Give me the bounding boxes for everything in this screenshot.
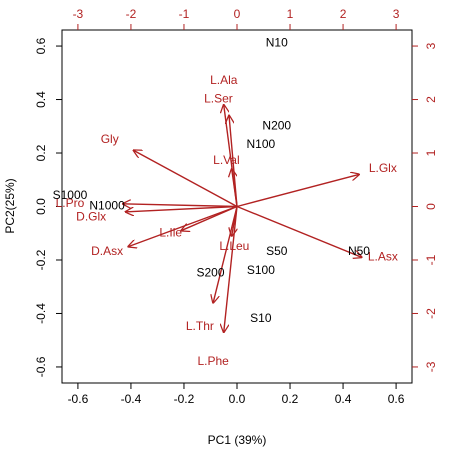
observation-label: S10	[250, 311, 272, 325]
right-tick-label: -2	[424, 308, 438, 319]
x-tick-label: -0.2	[174, 392, 195, 406]
x-tick-label: 0.0	[229, 392, 246, 406]
y-axis-title: PC2(25%)	[3, 178, 17, 233]
y-tick-label: 0.2	[34, 144, 48, 161]
top-tick-label: 2	[340, 7, 347, 21]
arrow-l-val	[232, 169, 238, 207]
arrow-l-ser	[229, 116, 238, 207]
top-tick-label: 1	[287, 7, 294, 21]
arrow-gly	[134, 150, 238, 208]
variable-label: Gly	[101, 132, 119, 146]
right-axis: -3 -2 -1 0 1 2 3	[412, 42, 438, 372]
arrow-l-asx	[236, 205, 362, 258]
top-tick-label: 3	[393, 7, 400, 21]
observation-label: S200	[196, 266, 224, 280]
y-tick-label: 0.6	[34, 37, 48, 54]
arrow-l-pro	[123, 204, 238, 207]
observation-label: N10	[266, 36, 288, 50]
top-tick-label: -3	[73, 7, 84, 21]
top-tick-label: -1	[179, 7, 190, 21]
y-tick-label: -0.2	[34, 249, 48, 270]
observation-label: N100	[247, 137, 276, 151]
variable-label: L.Pro	[56, 196, 85, 210]
arrow-l-thr	[213, 206, 238, 303]
y-tick-label: -0.4	[34, 303, 48, 324]
top-axis: -3 -2 -1 0 1 2 3	[73, 7, 400, 30]
right-tick-label: 2	[424, 96, 438, 103]
right-tick-label: 3	[424, 42, 438, 49]
arrow-l-phe	[224, 206, 238, 333]
variable-label: L.Leu	[219, 239, 249, 253]
observation-label: S1000	[53, 188, 88, 202]
x-axis-title: PC1 (39%)	[208, 433, 267, 447]
x-tick-label: -0.6	[68, 392, 89, 406]
observation-label: S50	[266, 244, 288, 258]
right-tick-label: 1	[424, 149, 438, 156]
right-tick-label: 0	[424, 203, 438, 210]
x-tick-label: -0.4	[121, 392, 142, 406]
variable-label: D.Glx	[76, 209, 106, 223]
variable-label: L.Ala	[210, 73, 238, 87]
arrow-d-asx	[128, 205, 238, 247]
left-axis: -0.6 -0.4 -0.2 0.0 0.2 0.4 0.6	[34, 37, 62, 377]
variable-label: L.Phe	[197, 354, 229, 368]
observation-label: N200	[262, 118, 291, 132]
right-tick-label: -1	[424, 254, 438, 265]
y-tick-label: -0.6	[34, 356, 48, 377]
observation-label: N1000	[89, 199, 125, 213]
arrow-d-glx	[126, 205, 238, 212]
x-tick-label: 0.4	[335, 392, 352, 406]
observation-label: N50	[348, 244, 370, 258]
variable-label: D.Asx	[91, 244, 123, 258]
variable-label: L.Thr	[186, 319, 214, 333]
bottom-axis: -0.6 -0.4 -0.2 0.0 0.2 0.4 0.6	[68, 383, 405, 406]
variable-label: L.Ser	[204, 92, 233, 106]
variable-label: L.Val	[213, 153, 239, 167]
x-tick-label: 0.2	[282, 392, 299, 406]
variable-label: L.Asx	[368, 249, 398, 263]
x-tick-label: 0.6	[388, 392, 405, 406]
variable-arrows	[123, 105, 362, 332]
y-tick-label: 0.4	[34, 91, 48, 108]
observation-label: S100	[247, 263, 275, 277]
right-tick-label: -3	[424, 361, 438, 372]
top-tick-label: -2	[126, 7, 137, 21]
y-tick-label: 0.0	[34, 198, 48, 215]
variable-label: L.Glx	[369, 161, 397, 175]
top-tick-label: 0	[234, 7, 241, 21]
variable-label: L.Ile	[159, 225, 182, 239]
arrow-l-glx	[236, 174, 359, 208]
